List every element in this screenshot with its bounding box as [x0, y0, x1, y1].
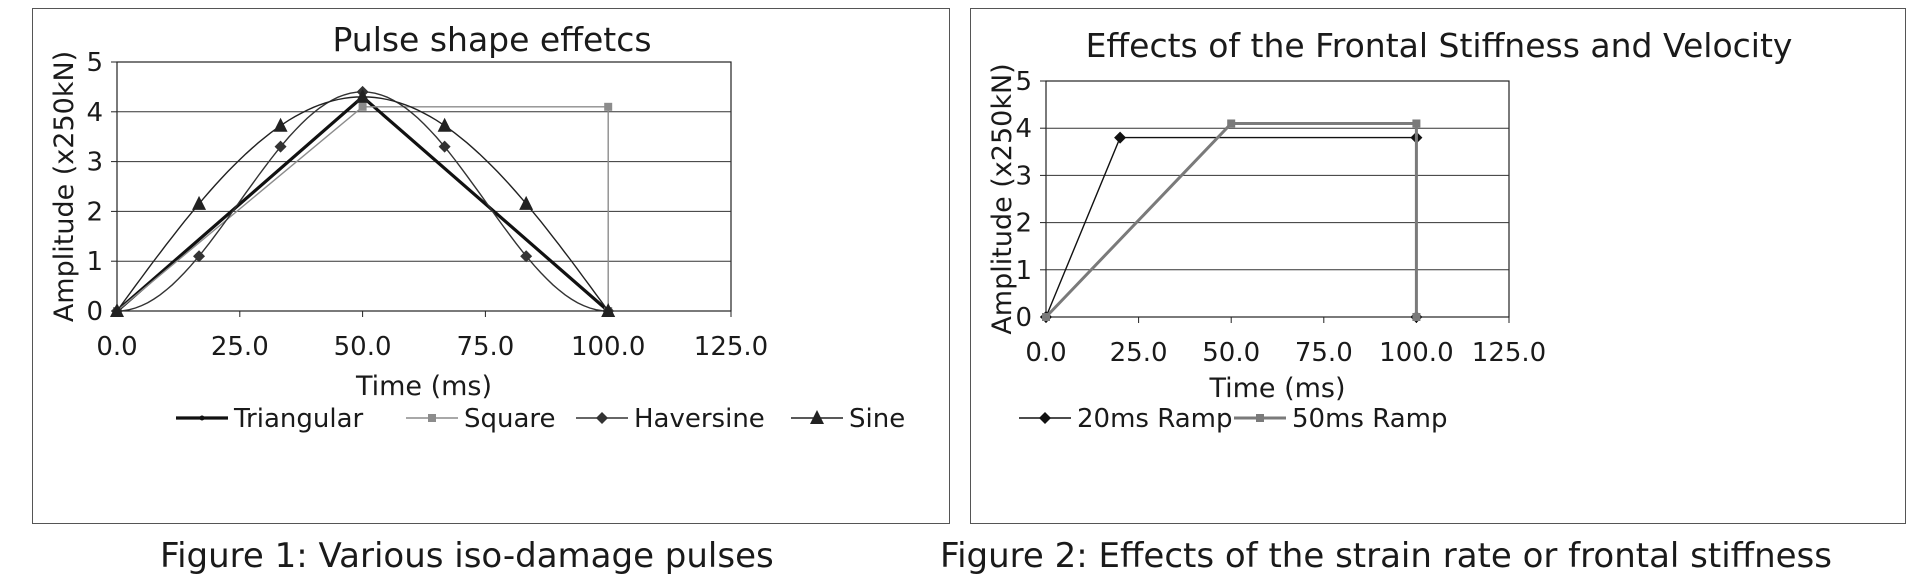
legend-item: 50ms Ramp — [1234, 404, 1447, 434]
series-line — [116, 91, 609, 312]
x-tick-label: 50.0 — [334, 332, 392, 362]
chart-title: Effects of the Frontal Stiffness and Vel… — [1086, 26, 1793, 65]
y-tick-label: 5 — [1015, 67, 1032, 97]
legend-item: Haversine — [576, 404, 765, 434]
y-tick-label: 0 — [86, 297, 103, 327]
legend-label: 20ms Ramp — [1077, 404, 1232, 434]
data-point — [193, 250, 206, 263]
legend: Triangular Square Haversine Sine — [176, 404, 905, 434]
x-tick-label: 25.0 — [1110, 338, 1168, 368]
plot-area — [1045, 80, 1510, 318]
chart-panel-1: Pulse shape effetcs 0 1 2 3 4 5 0.0 25.0 50.0 75.0… — [32, 8, 950, 524]
chart-title: Pulse shape effetcs — [332, 20, 651, 59]
y-axis-label: Amplitude (x250kN) — [49, 51, 80, 322]
series-50ms-ramp — [1042, 119, 1421, 321]
x-axis-label: Time (ms) — [1208, 373, 1345, 404]
x-tick-label: 125.0 — [694, 332, 768, 362]
data-point — [274, 140, 287, 153]
data-point — [438, 140, 451, 153]
y-tick-label: 2 — [86, 197, 103, 227]
series-triangular — [114, 94, 611, 314]
data-point — [273, 117, 288, 132]
series-line — [1044, 122, 1418, 319]
chart-panel-2: Effects of the Frontal Stiffness and Vel… — [970, 8, 1906, 524]
data-point — [519, 195, 534, 210]
x-tick-label: 50.0 — [1202, 338, 1260, 368]
legend-label: 50ms Ramp — [1292, 404, 1447, 434]
data-point — [437, 117, 452, 132]
x-tick-label: 75.0 — [456, 332, 514, 362]
series-line — [115, 94, 610, 313]
data-point — [1412, 313, 1421, 321]
series-line — [116, 106, 609, 312]
y-axis-label: Amplitude (x250kN) — [987, 63, 1018, 334]
series-sine — [110, 88, 616, 317]
legend-item: Square — [406, 404, 556, 434]
legend-item: Triangular — [176, 404, 364, 434]
series-line — [1045, 136, 1418, 318]
plot-area — [116, 61, 732, 312]
legend-item: 20ms Ramp — [1019, 404, 1232, 434]
y-tick-label: 3 — [86, 148, 103, 178]
y-tick-label: 3 — [1015, 161, 1032, 191]
x-tick-label: 100.0 — [571, 332, 645, 362]
data-point — [110, 303, 124, 317]
legend-swatch-marker — [810, 410, 824, 424]
legend-swatch-marker — [596, 412, 608, 424]
legend-swatch-marker — [199, 415, 205, 421]
stiffness-velocity-chart: Effects of the Frontal Stiffness and Vel… — [987, 26, 1793, 434]
figure-1-caption: Figure 1: Various iso-damage pulses — [160, 536, 774, 576]
x-tick-label: 25.0 — [211, 332, 269, 362]
data-point — [1114, 131, 1127, 144]
x-tick-label: 0.0 — [1025, 338, 1066, 368]
data-point — [192, 195, 207, 210]
legend-item: Sine — [791, 404, 905, 434]
legend-swatch-marker — [1039, 412, 1051, 424]
y-tick-label: 1 — [86, 247, 103, 277]
series-line — [116, 96, 609, 312]
y-tick-label: 5 — [86, 48, 103, 78]
series-square — [113, 102, 613, 315]
legend-label: Triangular — [233, 404, 364, 434]
y-tick-label: 2 — [1015, 209, 1032, 239]
legend: 20ms Ramp 50ms Ramp — [1019, 404, 1447, 434]
y-tick-label: 0 — [1015, 303, 1032, 333]
data-point — [1042, 313, 1050, 321]
legend-swatch-marker — [1256, 414, 1264, 422]
figure-2-caption: Figure 2: Effects of the strain rate or … — [940, 536, 1832, 576]
legend-swatch-marker — [428, 414, 436, 422]
y-tick-label: 4 — [86, 98, 103, 128]
legend-label: Sine — [849, 404, 905, 434]
x-tick-label: 75.0 — [1295, 338, 1353, 368]
y-tick-label: 1 — [1015, 256, 1032, 286]
legend-label: Haversine — [634, 404, 765, 434]
x-tick-label: 100.0 — [1379, 338, 1453, 368]
series-20ms-ramp — [1040, 131, 1423, 323]
data-point — [355, 88, 370, 103]
series-haversine — [111, 85, 615, 317]
data-point — [604, 102, 613, 111]
x-tick-label: 0.0 — [96, 332, 137, 362]
data-point — [520, 250, 533, 263]
data-point — [601, 303, 616, 317]
data-point — [1412, 119, 1421, 128]
y-tick-label: 4 — [1015, 114, 1032, 144]
data-point — [358, 102, 367, 111]
legend-label: Square — [464, 404, 556, 434]
x-axis-label: Time (ms) — [355, 371, 492, 402]
data-point — [1227, 119, 1236, 128]
x-tick-label: 125.0 — [1472, 338, 1546, 368]
